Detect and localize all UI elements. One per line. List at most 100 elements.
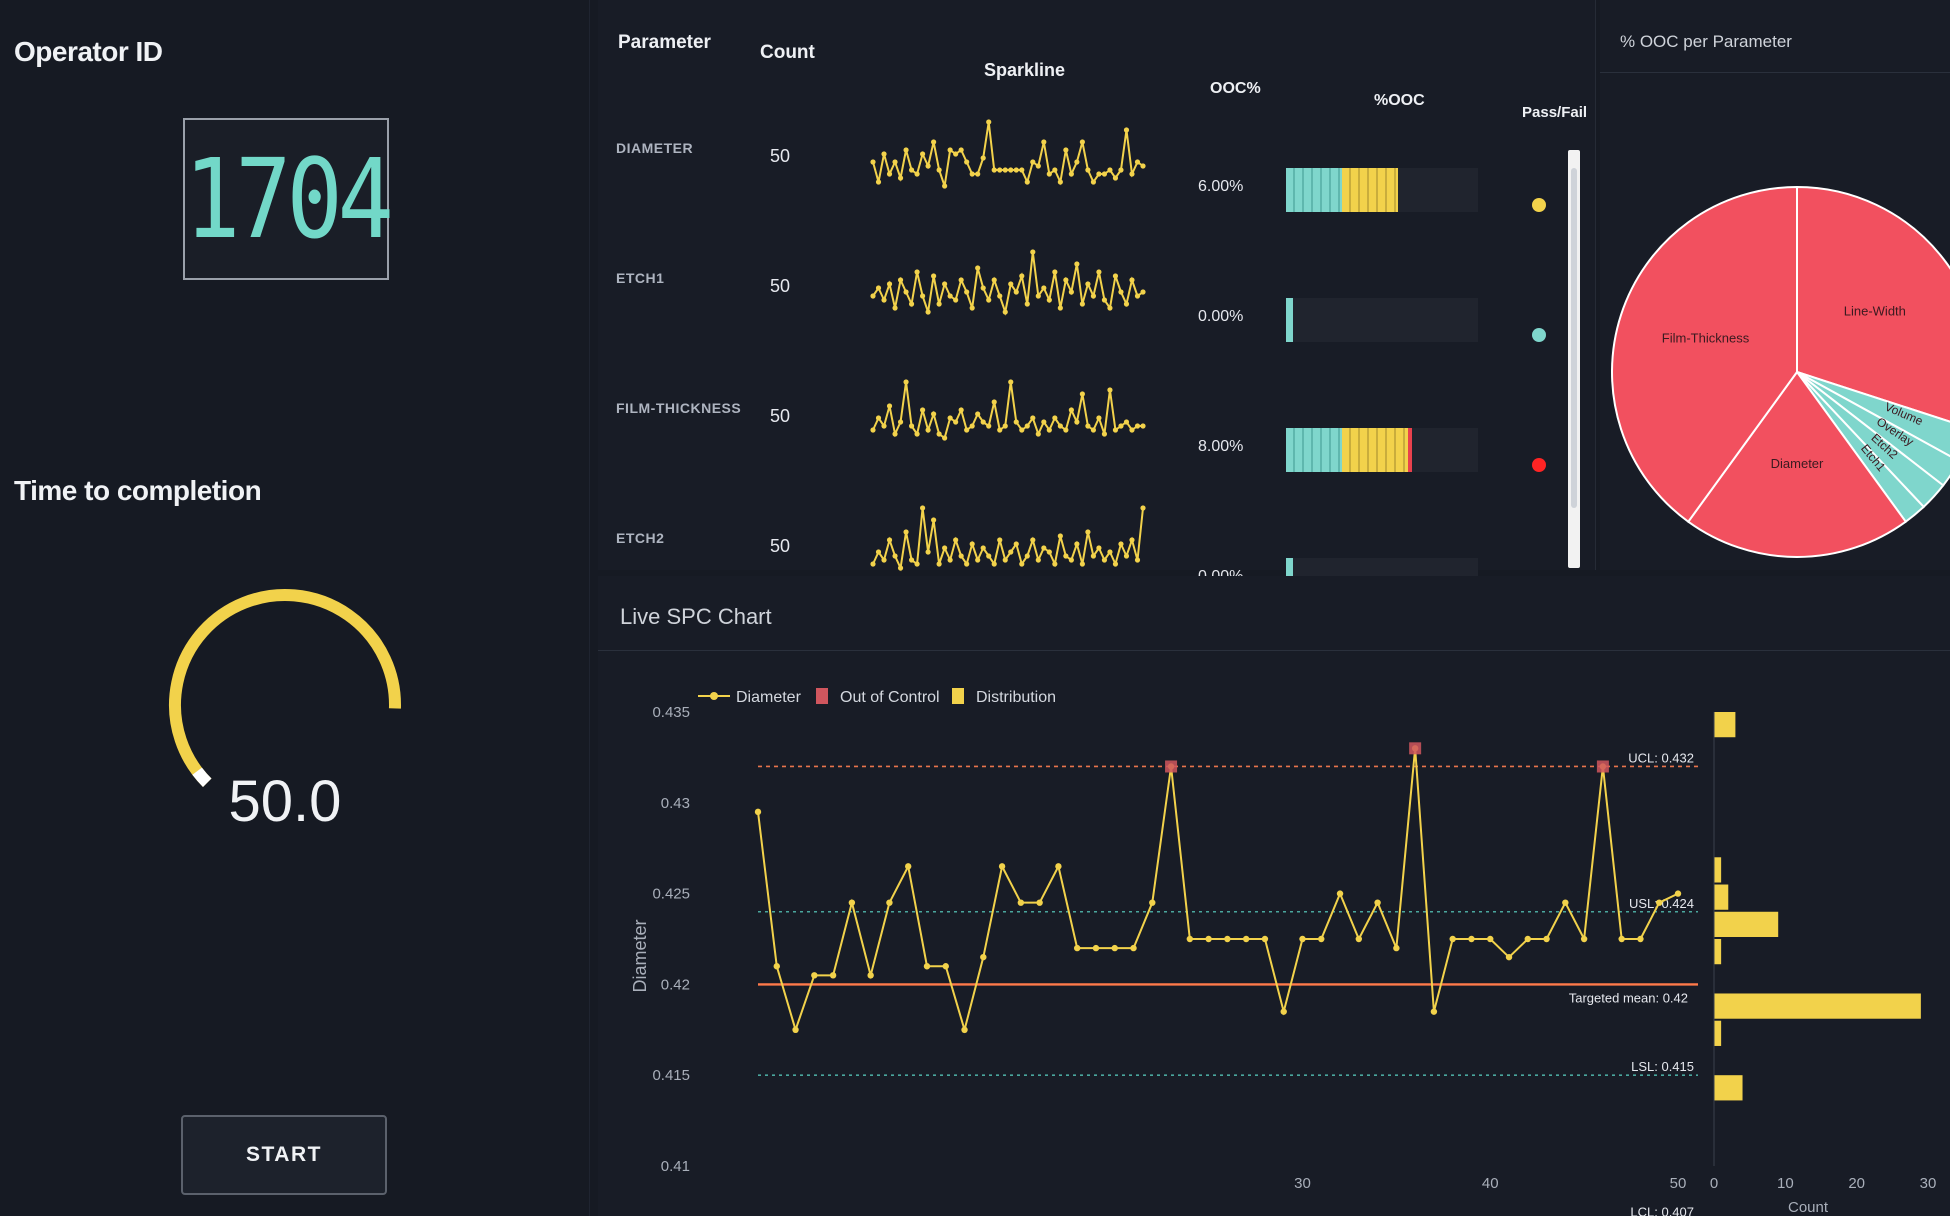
sparkline-point <box>975 265 981 271</box>
sparkline-point <box>925 163 931 169</box>
sparkline-point <box>886 537 893 543</box>
sparkline-point <box>1096 269 1102 275</box>
sparkline-point <box>997 537 1003 543</box>
header-count: Count <box>760 42 815 63</box>
legend-ooc-label: Out of Control <box>840 689 940 706</box>
sparkline-point <box>958 277 964 283</box>
spc-panel: Live SPC Chart Diameter Out of Control D… <box>598 576 1950 1216</box>
diameter-data-point <box>829 972 837 979</box>
sparkline-point <box>908 423 915 429</box>
sparkline-point <box>1030 537 1036 543</box>
sparkline-point <box>1019 561 1025 567</box>
sparkline-point <box>1041 545 1047 551</box>
sparkline-point <box>1090 293 1097 299</box>
sparkline-point <box>892 305 898 311</box>
diameter-data-point <box>1336 890 1344 897</box>
operator-id-value: 1704 <box>183 135 394 263</box>
sparkline-point <box>1013 289 1019 295</box>
diameter-data-point <box>1073 944 1081 952</box>
control-panel: Operator ID 1704 Time to completion 50.0… <box>0 0 590 1216</box>
diameter-data-point <box>1149 899 1156 906</box>
sparkline-point <box>1134 557 1141 563</box>
row-count: 50 <box>770 406 791 426</box>
histogram-bar <box>1714 939 1722 965</box>
sparkline-point <box>953 537 959 543</box>
sparkline-point <box>919 293 926 299</box>
sparkline-point <box>942 281 948 287</box>
diameter-data-point <box>1393 944 1400 952</box>
start-button[interactable]: START <box>181 1115 387 1195</box>
ooc-marker <box>1596 760 1609 773</box>
diameter-data-point <box>1543 935 1550 943</box>
sparkline-point <box>1063 277 1069 283</box>
sparkline-point <box>1046 427 1052 433</box>
sparkline-point <box>1052 415 1058 421</box>
sparkline-point <box>1068 407 1074 413</box>
sparkline-point <box>886 171 893 177</box>
sparkline-point <box>964 289 970 295</box>
sparkline-point <box>1057 305 1063 311</box>
diameter-data-point <box>886 899 893 906</box>
lcl-line-label: LCL: 0.407 <box>1630 1204 1694 1216</box>
sparkline-point <box>1013 419 1019 425</box>
sparkline-point <box>1107 167 1113 173</box>
diameter-data-point <box>811 972 818 979</box>
sparkline-point <box>1041 419 1047 425</box>
sparkline-point <box>1052 167 1058 173</box>
y-tick-label: 0.41 <box>661 1158 690 1175</box>
sparkline-point <box>980 419 986 425</box>
sparkline-point <box>925 309 931 315</box>
ooc-bar-fill-fail <box>1407 428 1412 472</box>
sparkline-point <box>1101 557 1108 563</box>
sparkline-point <box>875 179 882 185</box>
mean-line-label: Targeted mean: 0.42 <box>1569 990 1688 1005</box>
diameter-data-point <box>980 953 987 961</box>
sparkline-point <box>975 171 981 177</box>
sparkline-point <box>931 411 937 417</box>
sparkline-point <box>908 557 915 563</box>
sparkline-point <box>975 557 981 563</box>
ooc-marker <box>1165 760 1178 773</box>
diameter-data-point <box>1505 953 1513 961</box>
sparkline-point <box>1063 427 1069 433</box>
sparkline-point <box>1013 541 1019 547</box>
sparkline-point <box>986 297 992 303</box>
histogram-bar <box>1714 884 1729 910</box>
sparkline-point <box>969 541 975 547</box>
diameter-data-point <box>1674 890 1682 897</box>
distribution-histogram: 0 10 20 30 <box>1710 712 1936 1192</box>
sparkline-point <box>1074 261 1080 267</box>
gauge-start-cap <box>192 767 212 788</box>
sparkline-point <box>1123 127 1130 133</box>
sparkline-point <box>953 297 959 303</box>
sparkline-point <box>1140 423 1146 429</box>
sparkline-point <box>1057 533 1063 539</box>
diameter-data-point <box>1299 935 1306 943</box>
divider <box>598 650 1950 651</box>
gauge-arc <box>169 589 401 788</box>
ooc-pie-panel: % OOC per Parameter Line-Width Volume Over… <box>1600 0 1950 570</box>
sparkline-point <box>1074 419 1080 425</box>
row-ooc-percent: 6.00% <box>1198 178 1244 195</box>
table-scrollbar[interactable] <box>1568 150 1580 568</box>
row-status-dot <box>1532 458 1546 472</box>
sparkline-point <box>1085 167 1091 173</box>
x-tick-label: 40 <box>1482 1175 1499 1192</box>
row-ooc-bar <box>1286 298 1478 342</box>
sparkline-point <box>919 407 926 413</box>
diameter-data-point <box>1261 935 1269 943</box>
diameter-data-point <box>1524 935 1531 943</box>
y-tick-label: 0.415 <box>652 1067 690 1084</box>
diameter-data-point <box>754 808 762 816</box>
operator-id-display: 1704 <box>183 118 394 280</box>
diameter-data-point <box>1468 935 1475 943</box>
sparkline-point <box>1101 171 1108 177</box>
sparkline-point <box>1112 175 1119 181</box>
header-parameter: Parameter <box>618 32 711 53</box>
table-scroll-thumb[interactable] <box>1571 168 1577 508</box>
sparkline-point <box>914 431 920 437</box>
y-tick-label: 0.435 <box>652 704 690 721</box>
diameter-data-point <box>848 899 856 906</box>
sparkline-point <box>1002 167 1008 173</box>
sparkline-point <box>1118 541 1124 547</box>
